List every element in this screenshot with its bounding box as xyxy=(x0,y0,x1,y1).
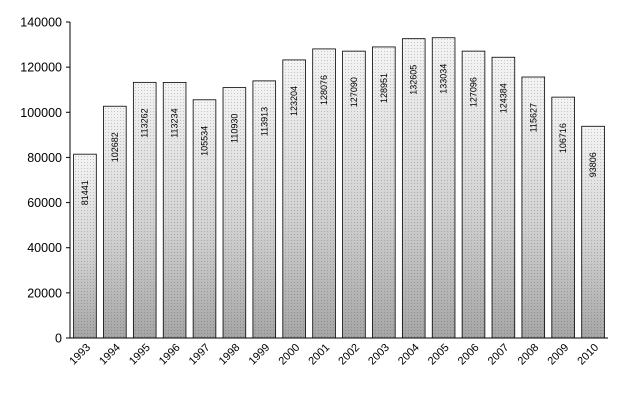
data-label: 115627 xyxy=(528,103,538,132)
x-tick-label: 1993 xyxy=(67,342,93,368)
data-label: 128951 xyxy=(379,73,389,103)
bars xyxy=(73,37,605,339)
data-label: 127090 xyxy=(349,77,359,107)
data-label: 93806 xyxy=(588,152,598,177)
x-tick-label: 1997 xyxy=(187,342,213,368)
x-tick-label: 1994 xyxy=(97,342,123,368)
x-tick-label: 2008 xyxy=(516,342,542,368)
x-tick-label: 2000 xyxy=(276,342,302,368)
x-tick-label: 2001 xyxy=(306,342,332,368)
x-tick-label: 2009 xyxy=(545,342,571,368)
y-tick-label: 60000 xyxy=(27,196,62,210)
bar-texture xyxy=(133,82,157,338)
bar-texture xyxy=(432,37,455,338)
bar-texture xyxy=(282,59,306,338)
data-label: 110930 xyxy=(229,114,239,143)
bar-texture xyxy=(492,57,515,338)
data-labels: 81441 102682 113262 113234 105534 110930 11391… xyxy=(80,64,598,205)
y-tick-label: 40000 xyxy=(27,241,62,255)
x-tick-label: 1999 xyxy=(247,342,273,368)
x-tick-label: 1995 xyxy=(127,342,153,368)
bar-texture xyxy=(342,51,366,339)
x-tick-label: 2010 xyxy=(575,342,601,368)
bar-texture xyxy=(372,46,396,338)
data-label: 106716 xyxy=(558,123,568,153)
bar-texture xyxy=(103,106,127,338)
data-label: 123204 xyxy=(289,86,299,116)
x-tick-label: 1998 xyxy=(217,342,243,368)
bar-texture xyxy=(312,48,336,338)
y-axis: 0 20000 40000 60000 80000 100000 120000 140000 xyxy=(20,16,71,346)
bar-texture xyxy=(252,80,276,339)
x-tick-label: 2007 xyxy=(486,342,512,368)
data-label: 133034 xyxy=(439,64,449,94)
bar-texture xyxy=(551,97,575,338)
data-label: 128076 xyxy=(319,75,329,105)
x-tick-label: 2006 xyxy=(456,342,482,368)
data-label: 113262 xyxy=(140,108,150,137)
x-tick-label: 2002 xyxy=(336,342,362,368)
bar-texture xyxy=(163,82,186,338)
data-label: 102682 xyxy=(110,132,120,162)
bar-texture xyxy=(581,126,605,339)
bar-texture xyxy=(521,77,545,339)
bar-texture xyxy=(73,154,97,338)
y-tick-label: 0 xyxy=(55,332,62,346)
x-tick-label: 2005 xyxy=(426,342,452,368)
x-tick-label: 2004 xyxy=(396,342,422,368)
y-tick-label: 20000 xyxy=(27,286,62,300)
data-label: 113913 xyxy=(259,107,269,136)
y-tick-label: 140000 xyxy=(20,16,62,30)
bar-texture xyxy=(402,38,426,339)
bar-texture xyxy=(223,87,246,338)
y-tick-label: 80000 xyxy=(27,151,62,165)
data-label: 105534 xyxy=(200,126,210,156)
data-label: 113234 xyxy=(170,108,180,137)
bar-texture xyxy=(193,99,216,339)
x-tick-label: 2003 xyxy=(366,342,392,368)
data-label: 127096 xyxy=(469,77,479,107)
x-tick-label: 1996 xyxy=(157,342,183,368)
bar-texture xyxy=(462,51,485,339)
y-tick-label: 120000 xyxy=(20,61,62,75)
x-axis: 1993 1994 1995 1996 1997 1998 1999 2000 2001 2002… xyxy=(67,337,608,368)
data-label: 124384 xyxy=(498,83,508,113)
y-tick-label: 100000 xyxy=(20,106,62,120)
data-label: 81441 xyxy=(80,180,90,205)
data-label: 132605 xyxy=(409,65,419,95)
